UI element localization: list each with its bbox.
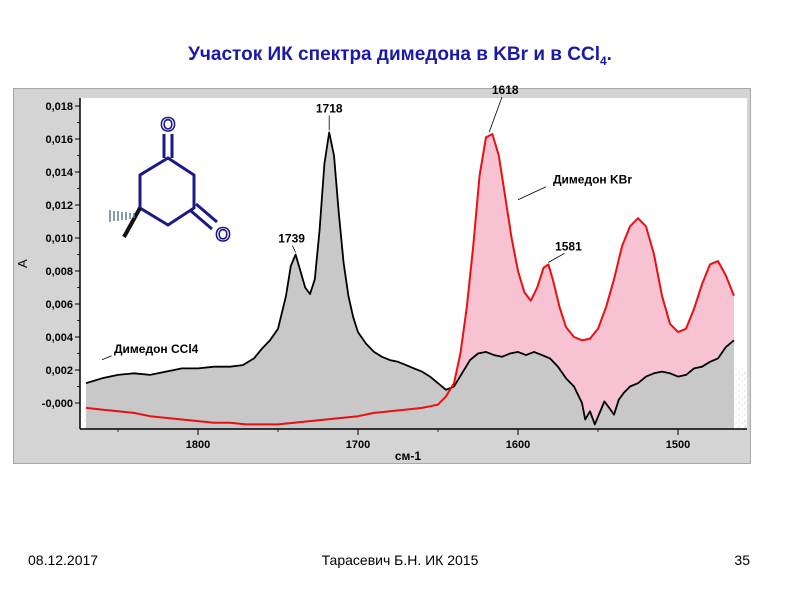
oxygen-right: O	[216, 225, 231, 246]
title-subscript: 4	[599, 53, 607, 68]
y-tick-label: 0,008	[45, 266, 73, 278]
y-tick-label: 0,004	[45, 332, 73, 344]
series-line-kbr	[85, 133, 735, 426]
x-tick-label: 1700	[346, 439, 370, 451]
methyl-hash	[109, 210, 135, 222]
y-tick-label: -0,000	[42, 398, 73, 410]
x-tick-label: 1600	[506, 439, 530, 451]
annotation-leader	[488, 96, 503, 133]
x-tick-label: 1500	[666, 439, 690, 451]
co-bond-right-a	[195, 202, 218, 224]
y-tick-label: 0,012	[45, 200, 73, 212]
y-tick-label: 0,016	[45, 134, 73, 146]
annotation-label: 1581	[555, 239, 582, 253]
series-fill-ccl4	[86, 132, 734, 429]
annotation-label: 1739	[278, 232, 305, 246]
dimedone-structure	[122, 134, 218, 238]
ring	[138, 156, 196, 227]
footer-date: 08.12.2017	[28, 552, 99, 568]
annotation-label: 1718	[316, 101, 343, 115]
annotation-label: Димедон KBr	[553, 173, 632, 187]
footer-author: Тарасевич Б.Н. ИК 2015	[321, 552, 479, 568]
oxygen-top: O	[161, 115, 176, 136]
series-fill-kbr	[454, 134, 734, 425]
y-tick-label: 0,010	[45, 233, 73, 245]
annotation-leader	[517, 186, 547, 201]
title-end: .	[606, 44, 612, 65]
slide-title: Участок ИК спектра димедона в KBr и в CC…	[0, 44, 800, 68]
methyl-wedge	[122, 207, 142, 238]
y-tick-label: 0,014	[45, 167, 73, 179]
x-tick-label: 1800	[186, 439, 210, 451]
annotation-leader	[101, 355, 112, 361]
y-tick-label: 0,018	[45, 101, 73, 113]
y-tick-label: 0,006	[45, 299, 73, 311]
annotation-leader	[548, 253, 565, 263]
co-bond-right-b	[190, 209, 213, 231]
annotation-leader	[292, 245, 296, 253]
series-line-ccl4	[85, 131, 735, 426]
y-tick-label: 0,002	[45, 365, 73, 377]
title-text: Участок ИК спектра димедона в KBr и в CC…	[188, 44, 600, 65]
annotation-label: Димедон CCl4	[114, 342, 199, 356]
x-axis-label: см-1	[395, 449, 422, 463]
y-axis-label: A	[15, 259, 30, 268]
footer-page-number: 35	[734, 552, 750, 568]
annotation-label: 1618	[492, 83, 519, 97]
